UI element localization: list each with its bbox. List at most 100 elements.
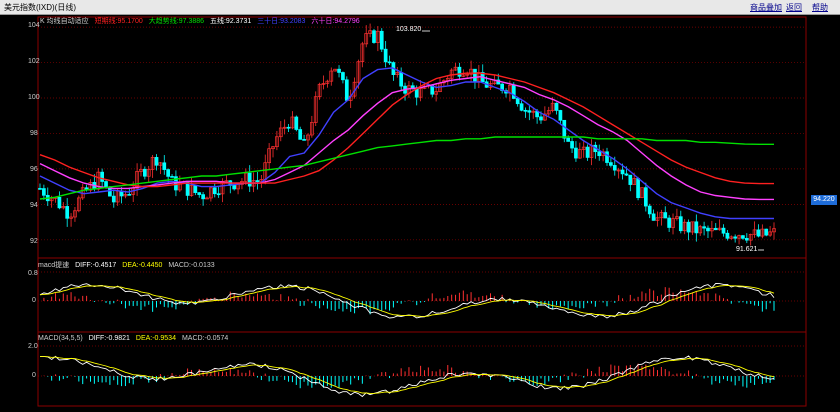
candle-body xyxy=(457,66,462,77)
candle-body xyxy=(220,180,225,195)
candle-body xyxy=(465,73,470,76)
candle-body xyxy=(73,210,77,218)
y-tick-98: 98 xyxy=(30,130,38,137)
candle-body xyxy=(337,68,341,73)
candle-body xyxy=(344,79,349,101)
candle-body xyxy=(640,187,644,199)
candle-body xyxy=(313,96,318,123)
candle-body xyxy=(275,136,279,148)
candle-body xyxy=(558,110,563,121)
macd1-diff: DIFF:-0.4517 xyxy=(75,262,117,269)
candle-body xyxy=(698,226,703,234)
y-tick-100: 100 xyxy=(28,94,40,101)
candle-body xyxy=(655,217,660,221)
ma-short-line xyxy=(39,72,774,188)
candle-body xyxy=(76,197,81,212)
ma-trend-label: 大趋势线:97.3886 xyxy=(148,18,205,25)
candle-body xyxy=(624,173,629,176)
candle-body xyxy=(543,113,547,121)
candle-body xyxy=(38,188,42,190)
y-tick-92: 92 xyxy=(30,238,38,245)
candle-body xyxy=(768,231,772,236)
candle-body xyxy=(686,221,691,233)
candle-body xyxy=(632,178,637,185)
candle-body xyxy=(694,221,699,234)
candle-body xyxy=(205,197,209,200)
candle-body xyxy=(671,218,675,228)
candle-body xyxy=(278,127,283,138)
candle-body xyxy=(69,216,73,219)
macd1-y-tick-top: 0.8 xyxy=(28,270,38,277)
candle-body xyxy=(690,221,695,233)
candle-body xyxy=(562,119,567,139)
candle-body xyxy=(733,236,738,239)
candle-body xyxy=(636,178,640,199)
candle-body xyxy=(135,171,139,189)
candle-body xyxy=(643,187,648,207)
macd2-y-tick-zero: 0 xyxy=(32,372,36,379)
candle-body xyxy=(756,229,761,237)
candle-body xyxy=(577,149,582,159)
back-button[interactable]: 返回 xyxy=(786,3,802,12)
y-tick-102: 102 xyxy=(28,58,40,65)
macd2-value: MACD:-0.0574 xyxy=(181,335,229,342)
candle-body xyxy=(764,228,769,236)
candle-body xyxy=(752,229,757,235)
candle-body xyxy=(741,235,745,239)
candle-body xyxy=(325,80,330,84)
candle-body xyxy=(185,181,190,196)
candle-body xyxy=(531,110,536,113)
candle-body xyxy=(647,205,652,215)
candle-body xyxy=(418,88,423,98)
overlay-commodity-button[interactable]: 商品叠加 xyxy=(750,3,782,12)
candle-body xyxy=(282,126,287,129)
ma-short-label: 短期线:95.1700 xyxy=(94,18,143,25)
macd2-legend: MACD(34,5,5) DIFF:-0.9821 DEA:-0.9534 MA… xyxy=(38,335,232,342)
candle-body xyxy=(61,206,66,209)
candle-body xyxy=(581,146,586,150)
y-tick-96: 96 xyxy=(30,166,38,173)
candle-body xyxy=(290,116,295,129)
ma60-line xyxy=(39,75,774,201)
candle-body xyxy=(286,126,291,129)
macd2-diff-line xyxy=(39,355,775,398)
candle-body xyxy=(306,134,310,141)
candle-body xyxy=(469,68,473,75)
candle-body xyxy=(302,139,306,141)
ma5-label: 五线:92.3731 xyxy=(209,18,252,25)
candle-body xyxy=(104,181,108,188)
candle-body xyxy=(702,226,706,229)
macd1-dea: DEA:-0.4450 xyxy=(122,262,163,269)
y-tick-104: 104 xyxy=(28,22,40,29)
candle-body xyxy=(65,206,70,219)
window-title: 美元指数(IXD)(日线) xyxy=(4,3,76,12)
candle-body xyxy=(166,169,171,177)
candle-body xyxy=(88,182,93,191)
candle-body xyxy=(717,227,722,231)
candle-body xyxy=(523,109,528,112)
candle-body xyxy=(737,235,741,239)
candle-body xyxy=(515,98,520,105)
candle-body xyxy=(379,30,384,50)
help-button[interactable]: 帮助 xyxy=(812,3,828,12)
candle-body xyxy=(546,110,551,115)
candle-body xyxy=(729,236,734,239)
candle-body xyxy=(170,176,174,178)
candle-body xyxy=(341,72,345,81)
macd1-dea-line xyxy=(39,284,775,317)
main-indicator-legend: K 均线自动适应 短期线:95.1700 大趋势线:97.3886 五线:92.… xyxy=(40,16,364,26)
candle-body xyxy=(395,72,400,75)
candle-body xyxy=(725,232,730,239)
candle-body xyxy=(713,227,718,231)
last-price-box: 94.220 xyxy=(811,195,837,205)
candle-body xyxy=(216,193,221,196)
macd1-name: macd提速 xyxy=(38,262,70,269)
candle-body xyxy=(317,83,322,98)
candle-body xyxy=(612,165,617,171)
candle-body xyxy=(356,61,361,83)
candle-body xyxy=(364,33,369,45)
candle-body xyxy=(333,68,338,72)
candle-body xyxy=(605,151,609,163)
candle-body xyxy=(585,146,590,158)
